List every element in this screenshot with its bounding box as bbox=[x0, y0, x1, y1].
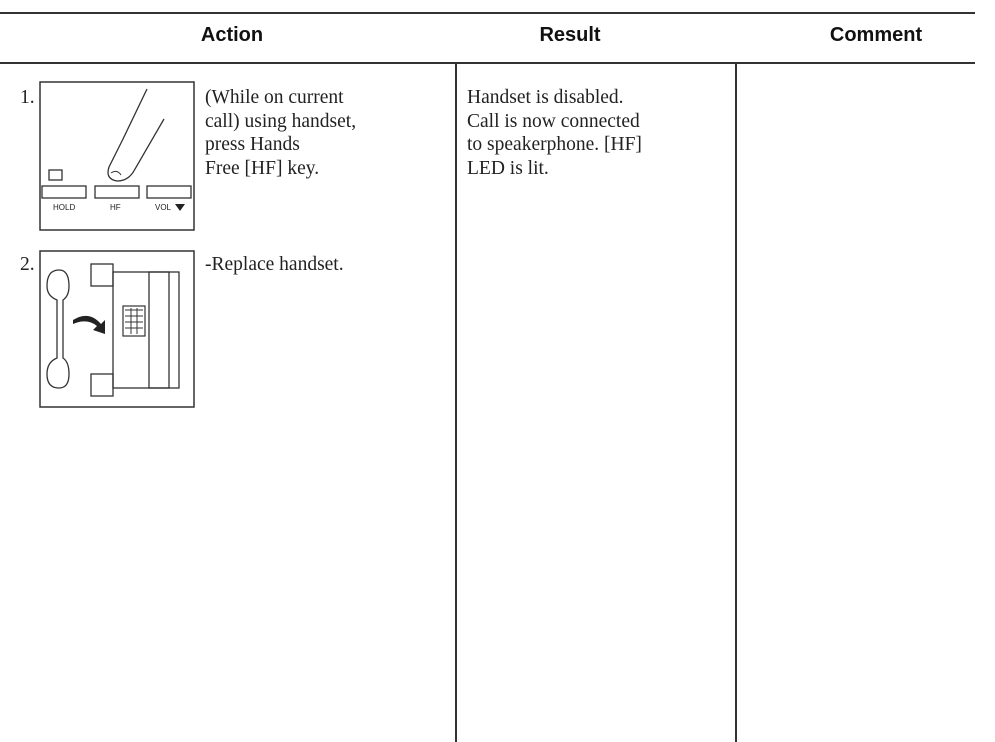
column-divider bbox=[455, 63, 457, 742]
text-line: Free [HF] key. bbox=[205, 157, 320, 179]
column-header: Result bbox=[539, 24, 601, 46]
text-line: call) using handset, bbox=[205, 110, 357, 132]
hands-free-key-icon: HOLD HF VOL bbox=[39, 81, 195, 231]
icon-label: HF bbox=[110, 203, 121, 212]
text-line: Call is now connected bbox=[467, 110, 640, 132]
step-number: 1. bbox=[20, 87, 35, 108]
step-number: 2. bbox=[20, 254, 35, 275]
result-text: Handset is disabled. Call is now connecte… bbox=[467, 86, 642, 180]
text-line: Handset is disabled. bbox=[467, 87, 624, 108]
header-rule bbox=[0, 62, 975, 64]
action-text: -Replace handset. bbox=[205, 253, 344, 277]
column-divider bbox=[735, 63, 737, 742]
replace-handset-icon bbox=[39, 250, 195, 408]
action-text: (While on current call) using handset, pre… bbox=[205, 86, 356, 180]
top-rule bbox=[0, 12, 975, 14]
text-line: to speakerphone. [HF] bbox=[467, 134, 642, 155]
icon-label: HOLD bbox=[53, 203, 75, 212]
text-line: -Replace handset. bbox=[205, 254, 344, 275]
text-line: LED is lit. bbox=[467, 157, 549, 179]
text-line: (While on current bbox=[205, 87, 344, 108]
column-header: Action bbox=[200, 24, 264, 46]
column-header: Comment bbox=[829, 24, 923, 46]
text-line: press Hands bbox=[205, 134, 300, 155]
icon-label: VOL bbox=[155, 203, 172, 212]
